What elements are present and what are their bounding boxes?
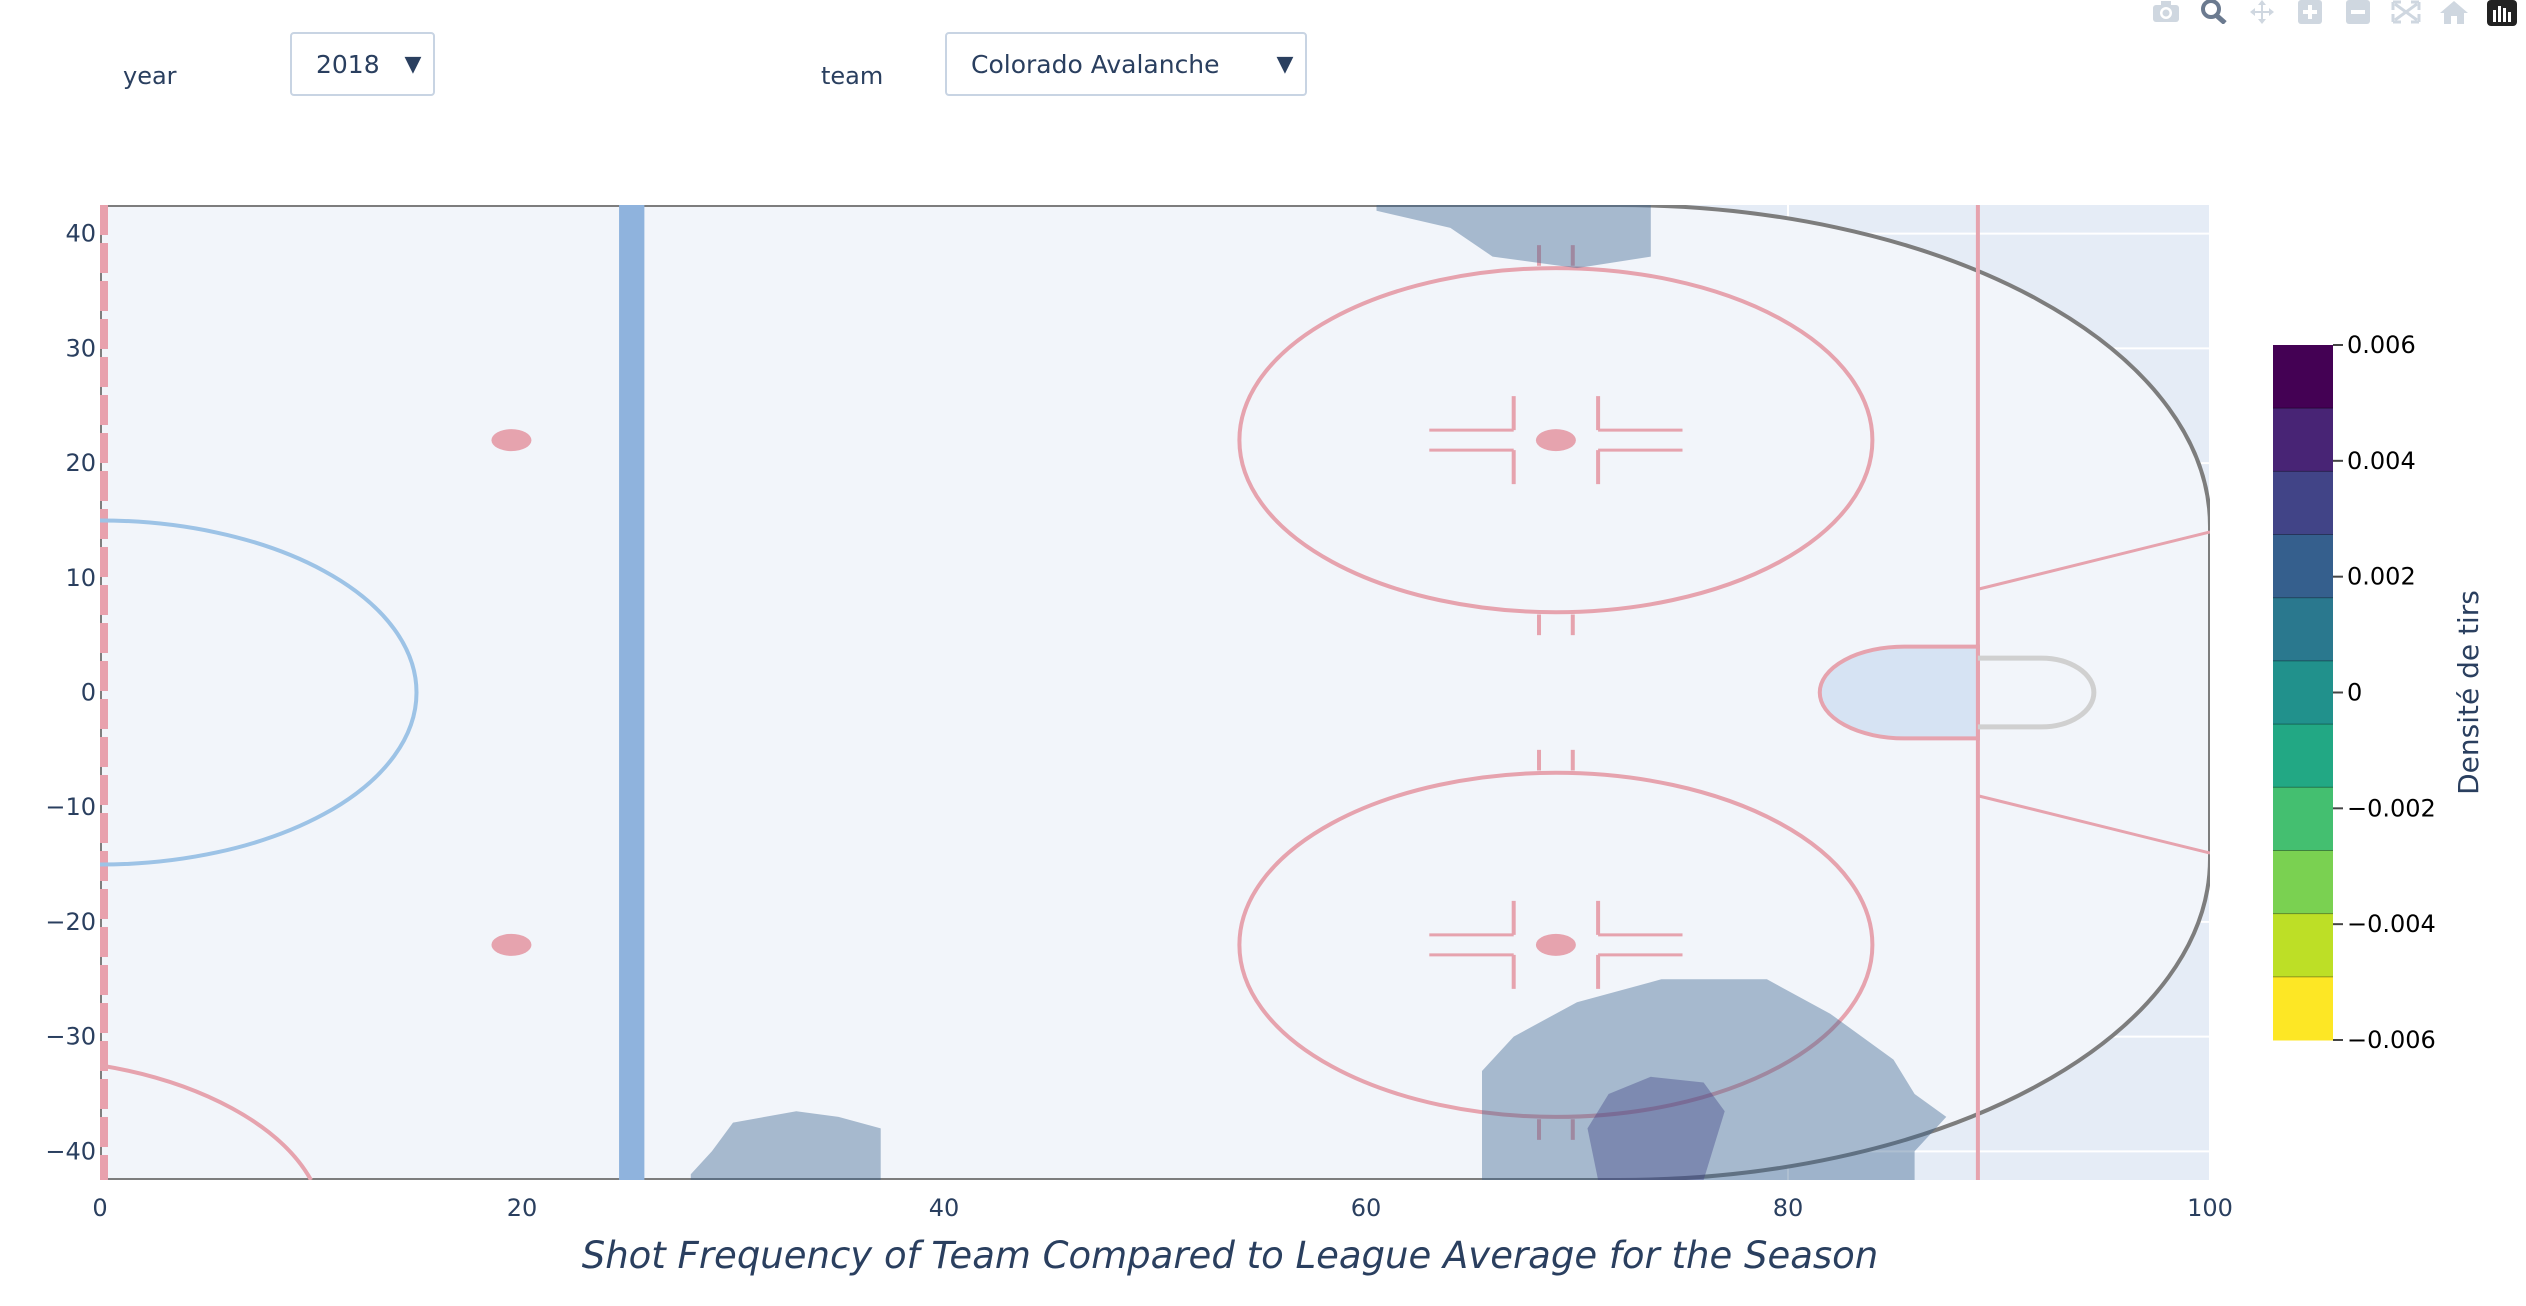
colorbar-title: Densité de tirs (2452, 590, 2485, 795)
colorbar-tick-label: 0 (2347, 679, 2362, 707)
colorbar-band (2273, 471, 2333, 536)
faceoff-dot (1535, 429, 1576, 452)
x-tick-label: 40 (929, 1194, 960, 1222)
colorbar-tick-label: 0.004 (2347, 447, 2416, 475)
colorbar: 0.006 0.004 0.002 0 −0.002 −0.004 −0.006 Densit… (2273, 331, 2485, 1054)
neutral-faceoff-dot (491, 933, 532, 956)
bottom-right-core (1587, 1076, 1725, 1180)
faceoff-circle (1237, 770, 1875, 1119)
colorbar-band (2273, 787, 2333, 851)
faceoff-dot (1535, 933, 1576, 956)
x-tick-label: 80 (1773, 1194, 1804, 1222)
year-dropdown[interactable]: 2018 ▼ (290, 32, 435, 96)
colorbar-band (2273, 345, 2333, 409)
y-tick-label: 20 (65, 449, 96, 477)
y-tick-label: 10 (65, 564, 96, 592)
rink-diagram (100, 205, 2210, 1180)
chart-title: Shot Frequency of Team Compared to Leagu… (582, 1234, 1879, 1277)
chevron-down-icon: ▼ (1276, 51, 1294, 77)
y-tick-label: −10 (45, 793, 96, 821)
x-tick-label: 20 (507, 1194, 538, 1222)
colorbar-band (2273, 660, 2333, 725)
contour-regions (690, 205, 1947, 1180)
colorbar-band (2273, 976, 2333, 1041)
team-dropdown[interactable]: Colorado Avalanche ▼ (945, 32, 1307, 96)
colorbar-tick-label: −0.004 (2347, 910, 2436, 938)
goal-net (1977, 655, 2097, 730)
modebar (2142, 0, 2526, 26)
y-tick-label: −20 (45, 908, 96, 936)
top-slot-region (1376, 205, 1651, 269)
bottom-right-region (1482, 979, 1947, 1180)
neutral-faceoff-dot (491, 429, 532, 452)
center-circle (100, 518, 419, 867)
zoom-in-icon[interactable] (2286, 0, 2334, 26)
colorbar-tick-label: 0.006 (2347, 331, 2416, 359)
x-tick-label: 100 (2187, 1194, 2233, 1222)
colorbar-band (2273, 597, 2333, 662)
colorbar-band (2273, 724, 2333, 788)
autoscale-icon[interactable] (2382, 0, 2430, 26)
colorbar-tick-label: −0.006 (2347, 1026, 2436, 1054)
y-tick-label: −30 (45, 1023, 96, 1051)
x-tick-label: 0 (92, 1194, 107, 1222)
colorbar-tick-label: 0.002 (2347, 563, 2416, 591)
reset-axes-icon[interactable] (2430, 0, 2478, 26)
goal-crease (1818, 644, 1980, 741)
faceoff-circle (1237, 266, 1875, 615)
camera-icon[interactable] (2142, 0, 2190, 26)
x-tick-label: 60 (1351, 1194, 1382, 1222)
y-tick-label: −40 (45, 1137, 96, 1165)
neutral-partial-circle (100, 1063, 313, 1180)
year-dropdown-value: 2018 (316, 49, 380, 79)
trapezoid-line (1977, 530, 2210, 591)
year-label: year (123, 62, 177, 90)
blue-line (619, 205, 645, 1180)
y-tick-label: 30 (65, 334, 96, 362)
trapezoid-line (1977, 794, 2210, 855)
bottom-left-region (690, 1111, 881, 1180)
team-dropdown-value: Colorado Avalanche (971, 49, 1220, 79)
zoom-out-icon[interactable] (2334, 0, 2382, 26)
colorbar-band (2273, 913, 2333, 978)
plotly-logo-icon[interactable] (2478, 0, 2526, 26)
team-label: team (821, 62, 884, 90)
colorbar-band (2273, 850, 2333, 915)
y-tick-label: 40 (65, 220, 96, 248)
zoom-icon[interactable] (2190, 0, 2238, 26)
chevron-down-icon: ▼ (404, 51, 422, 77)
y-tick-label: 0 (81, 679, 96, 707)
colorbar-tick-label: −0.002 (2347, 794, 2436, 822)
colorbar-band (2273, 408, 2333, 472)
pan-icon[interactable] (2238, 0, 2286, 26)
colorbar-band (2273, 534, 2333, 599)
